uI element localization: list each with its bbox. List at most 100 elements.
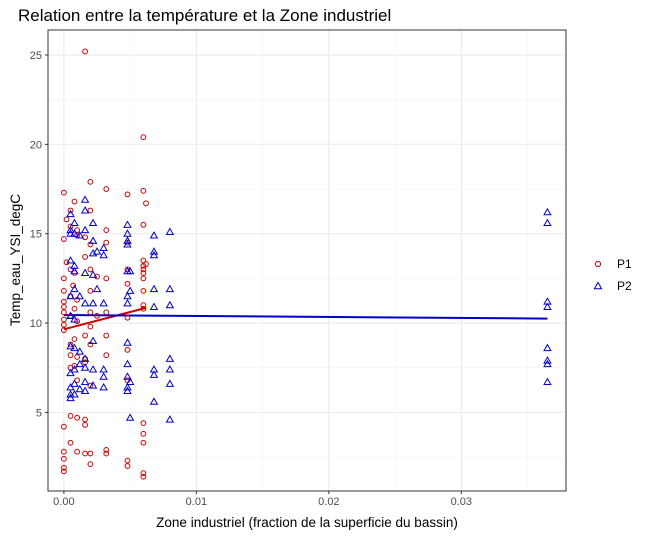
point-p1	[82, 416, 88, 423]
point-p1	[74, 414, 81, 421]
point-p1	[140, 430, 147, 437]
point-p2	[80, 354, 90, 362]
point-p1	[63, 259, 70, 266]
point-p1	[82, 332, 88, 339]
point-p1	[60, 189, 67, 196]
point-p1	[103, 450, 110, 457]
point-p2	[88, 365, 98, 373]
point-p2	[99, 365, 108, 373]
point-p1	[140, 473, 147, 480]
data-points	[60, 48, 552, 480]
trend-line-p1	[63, 306, 147, 331]
plot-panel	[48, 30, 566, 491]
point-p2	[66, 291, 75, 300]
point-p2	[75, 231, 85, 239]
point-p2	[66, 209, 75, 218]
point-p1	[82, 421, 88, 428]
point-p2	[543, 218, 552, 227]
point-p2	[123, 372, 132, 380]
point-p2	[99, 298, 108, 307]
point-p2	[66, 311, 75, 319]
point-p2	[75, 359, 85, 368]
y-tick-label: 5	[36, 407, 42, 419]
point-p1	[140, 420, 147, 427]
point-p1	[140, 134, 147, 141]
point-p1	[140, 287, 147, 294]
point-p1	[143, 261, 149, 267]
point-p1	[103, 239, 110, 246]
x-tick-label: 0.00	[53, 496, 74, 508]
point-p1	[60, 275, 67, 282]
point-p2	[165, 227, 175, 235]
point-p2	[123, 220, 132, 228]
point-p1	[67, 439, 74, 446]
point-p2	[165, 284, 175, 293]
y-tick-label: 15	[30, 229, 42, 241]
point-p1	[60, 316, 67, 323]
point-p2	[149, 284, 159, 293]
legend-key-p2	[593, 281, 603, 290]
point-p1	[140, 275, 147, 282]
x-tick-label: 0.01	[186, 496, 207, 508]
point-p2	[125, 266, 135, 275]
point-p2	[543, 207, 552, 216]
point-p2	[125, 286, 135, 294]
point-p2	[123, 338, 132, 346]
point-p2	[70, 266, 79, 275]
point-p2	[165, 379, 175, 387]
point-p1	[124, 463, 131, 469]
point-p2	[80, 363, 90, 371]
point-p1	[60, 327, 67, 334]
point-p1	[60, 423, 67, 430]
legend: P1 P2	[593, 257, 632, 293]
point-p1	[140, 266, 147, 273]
point-p2	[99, 382, 108, 391]
point-p1	[87, 207, 94, 214]
point-p2	[70, 315, 79, 323]
point-p1	[60, 468, 67, 475]
point-p1	[87, 266, 94, 273]
point-p2	[543, 302, 552, 311]
point-p2	[66, 368, 75, 377]
point-p2	[88, 298, 98, 307]
point-p2	[149, 397, 159, 405]
point-p1	[140, 439, 147, 446]
point-p1	[67, 207, 74, 214]
point-p1	[103, 309, 110, 316]
point-p2	[165, 365, 175, 373]
point-p1	[87, 309, 94, 316]
point-p2	[75, 291, 85, 300]
chart-title: Relation entre la température et la Zone…	[18, 6, 392, 25]
point-p2	[99, 243, 108, 252]
point-p1	[71, 336, 78, 343]
point-p2	[80, 386, 90, 394]
x-axis-title: Zone industriel (fraction de la superfic…	[156, 515, 458, 530]
grid-lines	[48, 30, 566, 491]
point-p2	[149, 247, 159, 255]
point-p1	[60, 448, 67, 455]
point-p1	[103, 186, 110, 192]
point-p2	[66, 341, 75, 350]
point-p2	[543, 377, 552, 386]
legend-key-p1	[594, 260, 602, 268]
y-axis-title: Temp_eau_YSI_degC	[8, 194, 23, 326]
point-p1	[82, 254, 88, 260]
point-p2	[66, 256, 75, 264]
point-p1	[140, 470, 147, 477]
point-p2	[88, 236, 98, 244]
point-p2	[80, 298, 90, 307]
legend-label-p2: P2	[617, 279, 632, 293]
point-p1	[124, 280, 131, 287]
point-p2	[70, 284, 79, 293]
point-p2	[80, 206, 90, 214]
point-p2	[123, 386, 132, 394]
point-p2	[543, 359, 552, 368]
x-tick-label: 0.03	[451, 496, 472, 508]
point-p2	[165, 415, 175, 423]
point-p2	[80, 377, 90, 386]
point-p2	[70, 379, 79, 387]
point-p2	[88, 336, 98, 344]
point-p2	[123, 359, 132, 368]
point-p2	[149, 370, 159, 378]
